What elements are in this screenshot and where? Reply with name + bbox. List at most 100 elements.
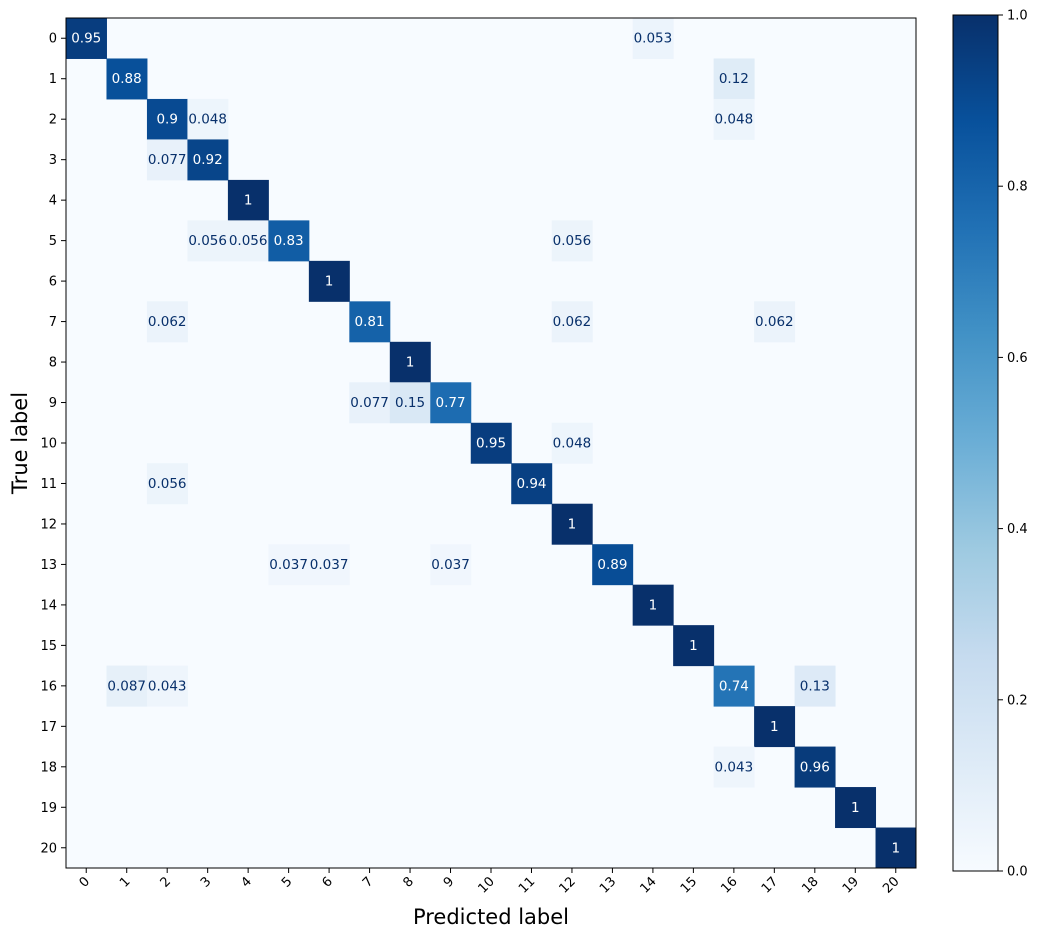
heatmap-cell xyxy=(875,827,917,869)
cell-value-label: 1 xyxy=(325,274,334,290)
cell-value-label: 0.13 xyxy=(800,678,830,694)
heatmap-cell xyxy=(754,301,796,343)
cell-value-label: 0.056 xyxy=(148,476,187,492)
y-tick-label: 4 xyxy=(49,194,57,209)
y-tick-label: 13 xyxy=(40,558,57,573)
heatmap-cell xyxy=(794,665,836,707)
cell-value-label: 0.048 xyxy=(188,112,227,128)
x-tick-label: 2 xyxy=(158,874,174,890)
x-tick-label: 20 xyxy=(880,874,902,896)
heatmap-cell xyxy=(511,463,553,505)
y-tick-label: 14 xyxy=(40,598,57,613)
cell-value-label: 0.95 xyxy=(476,436,506,452)
heatmap-cell xyxy=(754,706,796,748)
y-tick-label: 10 xyxy=(40,437,57,452)
cell-value-label: 0.95 xyxy=(71,31,101,47)
cell-value-label: 0.053 xyxy=(634,31,673,47)
x-tick-label: 13 xyxy=(597,874,619,896)
cell-value-label: 0.83 xyxy=(274,233,304,249)
cell-value-label: 0.087 xyxy=(107,678,146,694)
x-tick-label: 3 xyxy=(198,874,214,890)
cell-value-label: 0.96 xyxy=(800,759,830,775)
x-tick-label: 9 xyxy=(441,874,457,890)
cell-value-label: 0.056 xyxy=(229,233,268,249)
y-tick-label: 8 xyxy=(49,356,57,371)
cell-value-label: 0.94 xyxy=(516,476,546,492)
x-tick-label: 0 xyxy=(77,874,93,890)
y-tick-label: 1 xyxy=(49,72,57,87)
colorbar-tick-label: 0.0 xyxy=(1007,865,1028,880)
y-tick-label: 6 xyxy=(49,275,57,290)
x-tick-label: 8 xyxy=(400,874,416,890)
heatmap-cell xyxy=(389,341,431,383)
heatmap-cell xyxy=(551,301,593,343)
cell-value-label: 0.89 xyxy=(597,557,627,573)
x-tick-label: 16 xyxy=(718,874,740,896)
cell-value-label: 0.062 xyxy=(148,314,187,330)
cell-value-label: 1 xyxy=(689,638,698,654)
cell-value-label: 0.037 xyxy=(310,557,349,573)
cell-value-label: 0.077 xyxy=(350,395,389,411)
heatmap-cell xyxy=(66,18,107,59)
cell-value-label: 1 xyxy=(406,355,415,371)
cell-value-label: 0.037 xyxy=(269,557,308,573)
cell-value-label: 0.062 xyxy=(553,314,592,330)
cell-value-label: 1 xyxy=(649,597,658,613)
heatmap-cell xyxy=(430,544,472,586)
colorbar-tick-label: 0.2 xyxy=(1007,693,1028,708)
colorbar-ticks: 0.0 0.2 0.4 0.6 0.8 1.0 xyxy=(998,9,1028,880)
heatmap-cell xyxy=(146,463,188,505)
y-tick-label: 19 xyxy=(40,801,57,816)
cell-value-label: 0.062 xyxy=(755,314,794,330)
x-tick-label: 10 xyxy=(476,874,498,896)
heatmap-cell xyxy=(227,220,269,262)
cell-value-label: 1 xyxy=(770,719,779,735)
heatmap-cell xyxy=(187,98,229,140)
colorbar-tick-label: 0.8 xyxy=(1007,180,1028,195)
heatmap-cell xyxy=(106,665,148,707)
heatmap-cell xyxy=(592,544,634,586)
cell-value-label: 0.043 xyxy=(148,678,187,694)
heatmap-cell xyxy=(835,787,877,829)
cell-value-label: 0.15 xyxy=(395,395,425,411)
y-axis-label: True label xyxy=(8,392,32,495)
y-tick-label: 17 xyxy=(40,720,57,735)
y-tick-label: 15 xyxy=(40,639,57,654)
y-tick-label: 20 xyxy=(40,841,57,856)
cell-value-label: 0.12 xyxy=(719,71,749,87)
cell-value-label: 1 xyxy=(891,840,900,856)
heatmap-cells: 0.95 0.053 0.88 0.12 0.9 0.048 0.048 0.077 0.92 1… xyxy=(66,18,917,869)
y-tick-label: 18 xyxy=(40,760,57,775)
x-tick-label: 5 xyxy=(279,874,295,890)
x-axis-label: Predicted label xyxy=(413,905,569,929)
x-tick-label: 11 xyxy=(516,874,538,896)
heatmap-cell xyxy=(551,422,593,464)
cell-value-label: 0.9 xyxy=(156,112,177,128)
cell-value-label: 0.92 xyxy=(193,152,223,168)
colorbar-tick-label: 0.4 xyxy=(1007,522,1028,537)
x-tick-label: 6 xyxy=(319,874,335,890)
colorbar-tick-label: 1.0 xyxy=(1007,9,1028,24)
heatmap-cell xyxy=(349,301,391,343)
cell-value-label: 1 xyxy=(568,516,577,532)
heatmap-cell xyxy=(713,98,755,140)
cell-value-label: 0.77 xyxy=(435,395,465,411)
x-tick-label: 17 xyxy=(759,874,781,896)
heatmap-cell xyxy=(551,220,593,262)
cell-value-label: 0.88 xyxy=(112,71,142,87)
y-tick-label: 3 xyxy=(49,153,57,168)
heatmap-cell xyxy=(146,665,188,707)
cell-value-label: 0.056 xyxy=(188,233,227,249)
y-tick-label: 11 xyxy=(40,477,57,492)
heatmap-cell xyxy=(268,544,310,586)
heatmap-cell xyxy=(430,382,472,424)
cell-value-label: 0.056 xyxy=(553,233,592,249)
cell-value-label: 0.74 xyxy=(719,678,749,694)
colorbar-tick-label: 0.6 xyxy=(1007,351,1028,366)
cell-value-label: 0.037 xyxy=(431,557,470,573)
heatmap-cell xyxy=(632,18,674,59)
heatmap-cell xyxy=(106,58,148,100)
heatmap-cell xyxy=(673,625,715,667)
